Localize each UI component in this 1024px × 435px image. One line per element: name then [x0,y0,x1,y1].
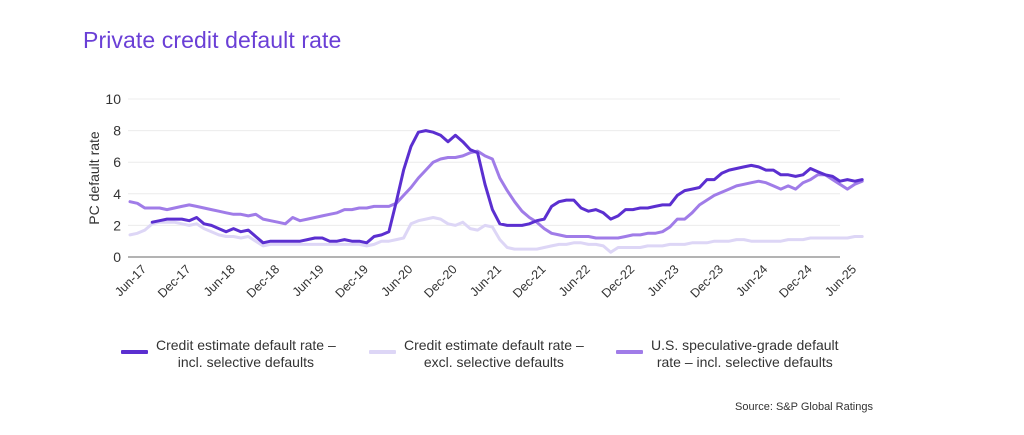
x-tick-label: Jun-23 [645,262,682,299]
x-tick-label: Jun-20 [378,262,415,299]
y-axis-ticks: 0 2 4 6 8 10 [105,91,121,265]
y-axis-label: PC default rate [86,131,102,225]
x-tick-label: Dec-19 [333,262,371,300]
legend-label: Credit estimate default rate – excl. sel… [404,337,584,371]
legend-swatch [121,350,148,354]
source-note: Source: S&P Global Ratings [735,401,873,413]
series-line-spec-grade [128,149,864,240]
legend: Credit estimate default rate – incl. sel… [0,337,1024,377]
legend-label-line: Credit estimate default rate – [156,337,336,353]
series-lines [128,129,864,254]
x-tick-label: Dec-24 [776,262,814,300]
x-tick-label: Dec-22 [599,262,637,300]
legend-item-incl-selective: Credit estimate default rate – incl. sel… [121,337,336,371]
x-tick-label: Dec-17 [155,262,193,300]
x-tick-label: Jun-24 [733,262,770,299]
legend-label-line: Credit estimate default rate – [404,337,584,353]
x-axis-ticks: Jun-17 Dec-17 Jun-18 Dec-18 Jun-19 Dec-19 Jun-… [112,262,859,300]
legend-label-line: U.S. speculative-grade default [651,337,839,353]
y-tick-label: 0 [113,249,121,265]
series-line-excl-selective [128,216,864,254]
x-tick-label: Dec-23 [688,262,726,300]
x-tick-label: Jun-17 [112,262,149,299]
y-tick-label: 8 [113,123,121,139]
legend-item-excl-selective: Credit estimate default rate – excl. sel… [369,337,584,371]
x-tick-label: Jun-19 [290,262,327,299]
legend-label: Credit estimate default rate – incl. sel… [156,337,336,371]
y-tick-label: 4 [113,186,121,202]
x-tick-label: Dec-20 [421,262,459,300]
chart-title: Private credit default rate [83,27,342,53]
legend-item-spec-grade: U.S. speculative-grade default rate – in… [616,337,839,371]
legend-label-line: rate – incl. selective defaults [656,354,833,370]
y-tick-label: 2 [113,217,121,233]
legend-label-line: incl. selective defaults [177,354,314,370]
x-tick-label: Dec-21 [510,262,548,300]
legend-label-line: excl. selective defaults [423,354,564,370]
legend-swatch [616,350,643,354]
series-line-incl-selective [150,129,864,245]
x-tick-label: Jun-22 [556,262,593,299]
legend-label: U.S. speculative-grade default rate – in… [651,337,839,371]
x-tick-label: Jun-18 [201,262,238,299]
x-tick-label: Dec-18 [244,262,282,300]
y-tick-label: 10 [105,91,121,107]
x-tick-label: Jun-21 [467,262,504,299]
legend-swatch [369,350,396,354]
y-tick-label: 6 [113,154,121,170]
x-tick-label: Jun-25 [822,262,859,299]
